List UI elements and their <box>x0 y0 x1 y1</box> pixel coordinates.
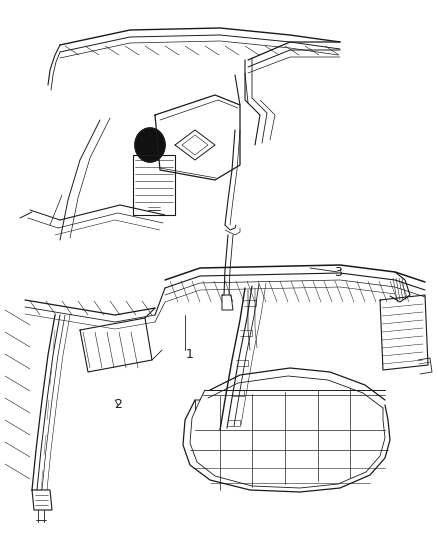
Polygon shape <box>135 128 165 162</box>
Text: 1: 1 <box>186 349 194 361</box>
Text: 3: 3 <box>334 265 342 279</box>
Text: 2: 2 <box>114 399 122 411</box>
